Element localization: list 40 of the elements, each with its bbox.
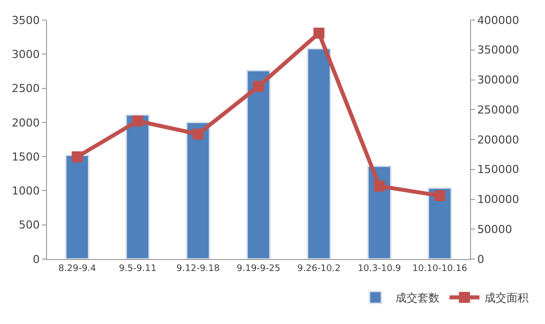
y2-tick-label: 300000: [477, 74, 520, 87]
legend-label: 成交套数: [395, 292, 440, 305]
y2-tick-label: 200000: [477, 133, 520, 146]
y-tick-label: 0: [32, 252, 40, 266]
point: [132, 115, 144, 126]
x-tick-label: 9.19-9-25: [236, 264, 280, 274]
y2-tick-label: 400000: [477, 14, 520, 27]
x-tick-label: 9.12-9.18: [176, 264, 220, 274]
x-tick-label: 10.10-10.16: [412, 264, 468, 274]
y2-tick-label: 350000: [477, 44, 520, 57]
bar: [367, 165, 392, 259]
bar: [246, 70, 271, 259]
point: [253, 80, 264, 92]
bar: [64, 154, 90, 259]
x-tick-label: 9.26-10.2: [297, 264, 341, 274]
point: [374, 180, 385, 192]
bar: [186, 122, 210, 259]
bar: [125, 114, 150, 259]
x-tick-label: 9.5-9.11: [118, 264, 156, 274]
legend-label: 成交面积: [484, 292, 528, 305]
x-tick-label: 10.3-10.9: [358, 264, 402, 274]
y-tick-label: 3000: [12, 48, 40, 61]
y2-tick-label: 0: [477, 252, 484, 266]
y-tick-label: 3500: [12, 14, 40, 27]
y-tick-label: 2000: [12, 116, 40, 130]
y2-tick-label: 100000: [477, 193, 520, 206]
bar: [428, 187, 452, 259]
x-tick-label: 8.29-9.4: [58, 264, 96, 274]
point: [192, 128, 204, 140]
point: [72, 151, 83, 162]
bar: [306, 48, 332, 259]
y2-tick-label: 50000: [477, 222, 512, 236]
point: [434, 190, 446, 202]
y-tick-label: 1500: [12, 150, 40, 164]
y2-tick-label: 250000: [477, 103, 520, 116]
y2-tick-label: 150000: [477, 163, 520, 176]
y-tick-label: 1000: [12, 184, 40, 198]
y-tick-label: 2500: [12, 82, 40, 96]
y-tick-label: 500: [18, 218, 40, 232]
point: [313, 28, 324, 39]
